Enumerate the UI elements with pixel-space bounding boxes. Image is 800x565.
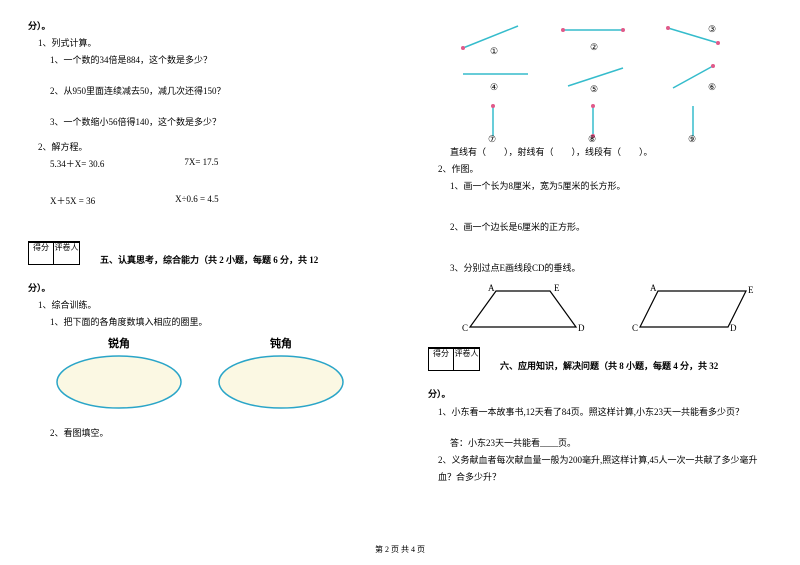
points-closer-3: 分）。 — [428, 386, 772, 403]
fig-9: ⑨ — [648, 102, 748, 144]
eq-2a: X＋5X = 36 — [50, 194, 95, 207]
fig-2: ② — [548, 18, 648, 60]
q1-title: 1、列式计算。 — [28, 35, 372, 52]
fig-5: ⑤ — [548, 60, 648, 102]
oval-acute-label: 锐角 — [54, 335, 184, 351]
label-A1: A — [488, 283, 495, 293]
q2-title: 2、解方程。 — [28, 139, 372, 156]
fig-1: ① — [448, 18, 548, 60]
label-C1: C — [462, 323, 468, 333]
prob-2: 2、义务献血者每次献血量一般为200毫升,照这样计算,45人一次一共献了多少毫升… — [428, 452, 772, 486]
fill-in-lines: 直线有（ ），射线有（ ），线段有（ ）。 — [428, 144, 772, 161]
q1-a: 1、一个数的34倍是884，这个数是多少？ — [28, 52, 372, 69]
right-column: ① ② ③ ④ ⑤ ⑥ — [400, 0, 800, 545]
fig-7: ⑦ — [448, 102, 548, 144]
q4-title: 2、看图填空。 — [28, 425, 372, 442]
label-D2: D — [730, 323, 737, 333]
oval-obtuse-wrap: 钝角 — [216, 335, 346, 411]
label-D1: D — [578, 323, 585, 333]
label-E1: E — [554, 283, 560, 293]
oval-acute-wrap: 锐角 — [54, 335, 184, 411]
score-label-6: 得分 — [428, 347, 454, 371]
grader-label: 评卷人 — [54, 241, 80, 265]
num-9: ⑨ — [688, 134, 696, 145]
num-5: ⑤ — [590, 84, 598, 95]
prob-1-ans: 答：小东23天一共能看____页。 — [428, 435, 772, 452]
num-6: ⑥ — [708, 82, 716, 93]
label-A2: A — [650, 283, 657, 293]
num-7: ⑦ — [488, 134, 496, 145]
num-1: ① — [490, 46, 498, 57]
eq-2b: X÷0.6 = 4.5 — [175, 194, 219, 207]
fig-6: ⑥ — [648, 60, 748, 102]
points-closer-2: 分）。 — [28, 280, 372, 297]
label-E2: E — [748, 285, 754, 295]
num-3: ③ — [708, 24, 716, 35]
fig-8: ⑧ — [548, 102, 648, 144]
draw-b: 2、画一个边长是6厘米的正方形。 — [428, 219, 772, 236]
eq-1b: 7X= 17.5 — [184, 157, 218, 170]
q3-a: 1、把下面的各角度数填入相应的圈里。 — [28, 314, 372, 331]
label-C2: C — [632, 323, 638, 333]
num-2: ② — [590, 42, 598, 53]
trapezoid-1: A E C D — [458, 281, 588, 337]
draw-title: 2、作图。 — [428, 161, 772, 178]
eq-1a: 5.34＋X= 30.6 — [50, 157, 104, 170]
parallelogram-2: A E C D — [628, 281, 758, 337]
page-container: 分）。 1、列式计算。 1、一个数的34倍是884，这个数是多少？ 2、从950… — [0, 0, 800, 545]
oval-acute — [54, 353, 184, 411]
draw-a: 1、画一个长为8厘米，宽为5厘米的长方形。 — [428, 178, 772, 195]
grader-label-6: 评卷人 — [454, 347, 480, 371]
score-box-5: 得分 评卷人 — [28, 241, 80, 265]
draw-c: 3、分别过点E画线段CD的垂线。 — [428, 260, 772, 277]
trapezoid-row: A E C D A E C D — [428, 281, 772, 337]
q3-title: 1、综合训练。 — [28, 297, 372, 314]
line-figures: ① ② ③ ④ ⑤ ⑥ — [428, 18, 772, 144]
q1-c: 3、一个数缩小56倍得140，这个数是多少？ — [28, 114, 372, 131]
oval-obtuse-label: 钝角 — [216, 335, 346, 351]
num-4: ④ — [490, 82, 498, 93]
num-8: ⑧ — [588, 134, 596, 145]
ovals-container: 锐角 钝角 — [28, 331, 372, 411]
q1-b: 2、从950里面连续减去50，减几次还得150？ — [28, 83, 372, 100]
oval-obtuse — [216, 353, 346, 411]
left-column: 分）。 1、列式计算。 1、一个数的34倍是884，这个数是多少？ 2、从950… — [0, 0, 400, 545]
score-label: 得分 — [28, 241, 54, 265]
fig-4: ④ — [448, 60, 548, 102]
points-closer: 分）。 — [28, 18, 372, 35]
fig-3: ③ — [648, 18, 748, 60]
page-footer: 第 2 页 共 4 页 — [0, 544, 800, 555]
prob-1: 1、小东看一本故事书,12天看了84页。照这样计算,小东23天一共能看多少页？ — [428, 404, 772, 421]
score-box-6: 得分 评卷人 — [428, 347, 480, 371]
